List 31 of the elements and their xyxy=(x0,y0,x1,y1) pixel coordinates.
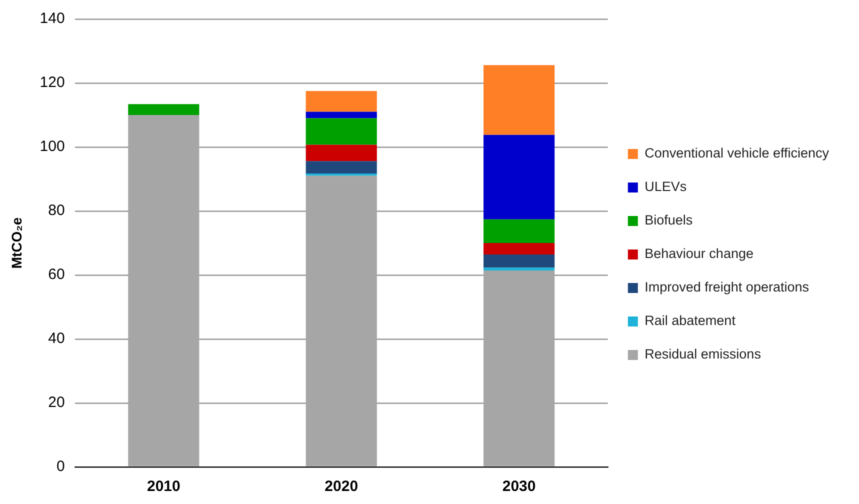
bar xyxy=(484,134,555,220)
legend-label: Residual emissions xyxy=(644,346,762,362)
bar xyxy=(484,268,555,271)
y-tick-label: 60 xyxy=(48,266,65,284)
bar xyxy=(484,219,555,243)
bar xyxy=(306,118,377,145)
legend-label: Rail abatement xyxy=(644,313,736,328)
bar xyxy=(306,91,377,112)
y-tick-label: 100 xyxy=(40,138,65,156)
y-tick-label: 80 xyxy=(48,202,65,220)
bar xyxy=(306,161,377,174)
x-tick-label: 2020 xyxy=(324,478,358,496)
bar xyxy=(128,104,200,115)
legend-label: Improved freight operations xyxy=(644,280,810,295)
y-tick-label: 120 xyxy=(40,74,65,92)
y-axis-title: MtCO₂e xyxy=(8,217,24,269)
bar xyxy=(484,65,555,135)
y-tick-label: 140 xyxy=(40,10,65,28)
bar xyxy=(484,254,555,268)
legend-label: Conventional vehicle efficiency xyxy=(644,146,830,161)
bar xyxy=(306,144,377,162)
legend-label: Behaviour change xyxy=(644,246,754,262)
y-tick-label: 40 xyxy=(48,330,65,348)
legend-label: ULEVs xyxy=(644,179,687,194)
y-tick-label: 20 xyxy=(48,394,65,412)
legend-label: Biofuels xyxy=(644,212,693,228)
x-tick-label: 2030 xyxy=(502,478,536,496)
x-tick-label: 2010 xyxy=(146,478,180,496)
bar xyxy=(306,112,377,118)
bar xyxy=(484,243,555,255)
y-tick-label: 0 xyxy=(56,458,65,476)
